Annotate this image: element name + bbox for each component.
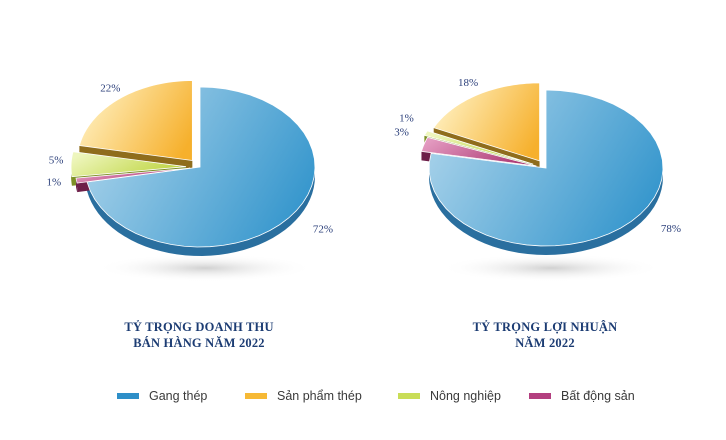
chart2-title-line2: NĂM 2022	[515, 336, 575, 350]
chart1-slice-tops	[70, 80, 316, 248]
chart2-label-0: 78%	[661, 223, 681, 235]
legend-label-san-pham-thep: Sản phẩm thép	[277, 389, 362, 403]
chart2-label-1: 18%	[458, 77, 478, 89]
chart1-label-3: 1%	[46, 177, 61, 189]
chart1-slice-3	[75, 167, 191, 184]
legend-swatch-nong-nghiep	[398, 393, 420, 399]
chart2-label-3: 3%	[394, 127, 409, 139]
chart2-title-line1: TỶ TRỌNG LỢI NHUẬN	[472, 320, 618, 334]
chart2-slice-1	[433, 82, 540, 162]
legend-swatch-gang-thep	[117, 393, 139, 399]
chart2-slice-0	[428, 89, 664, 247]
chart1-slice-0	[86, 86, 316, 248]
legend-item-gang-thep: Gang thép	[117, 387, 207, 405]
chart1-title-line2: BÁN HÀNG NĂM 2022	[133, 336, 265, 350]
legend-item-nong-nghiep: Nông nghiệp	[398, 387, 501, 405]
chart1-floor-shadow	[95, 254, 315, 282]
chart2-slice-3	[420, 136, 537, 167]
chart2-slice-tops	[420, 82, 664, 247]
chart1-label-2: 5%	[49, 154, 64, 166]
legend-label-gang-thep: Gang thép	[149, 389, 208, 403]
chart2-floor-shadow	[439, 254, 663, 282]
chart1-slice-2	[70, 151, 187, 178]
chart1-label-1: 22%	[100, 83, 120, 95]
chart1-slice-1	[78, 80, 193, 161]
legend-item-san-pham-thep: Sản phẩm thép	[245, 387, 362, 405]
legend-label-bat-dong-san: Bất động sản	[561, 389, 635, 403]
chart1-label-0: 72%	[313, 224, 333, 236]
chart1-title-line1: TỶ TRỌNG DOANH THU	[124, 320, 274, 334]
legend-swatch-san-pham-thep	[245, 393, 267, 399]
legend: Gang thép Sản phẩm thép Nông nghiệp Bất …	[0, 387, 726, 405]
legend-item-bat-dong-san: Bất động sản	[529, 387, 635, 405]
legend-swatch-bat-dong-san	[529, 393, 551, 399]
legend-label-nong-nghiep: Nông nghiệp	[430, 389, 501, 403]
chart2-slice-2	[423, 130, 534, 165]
chart2-label-2: 1%	[399, 112, 414, 124]
